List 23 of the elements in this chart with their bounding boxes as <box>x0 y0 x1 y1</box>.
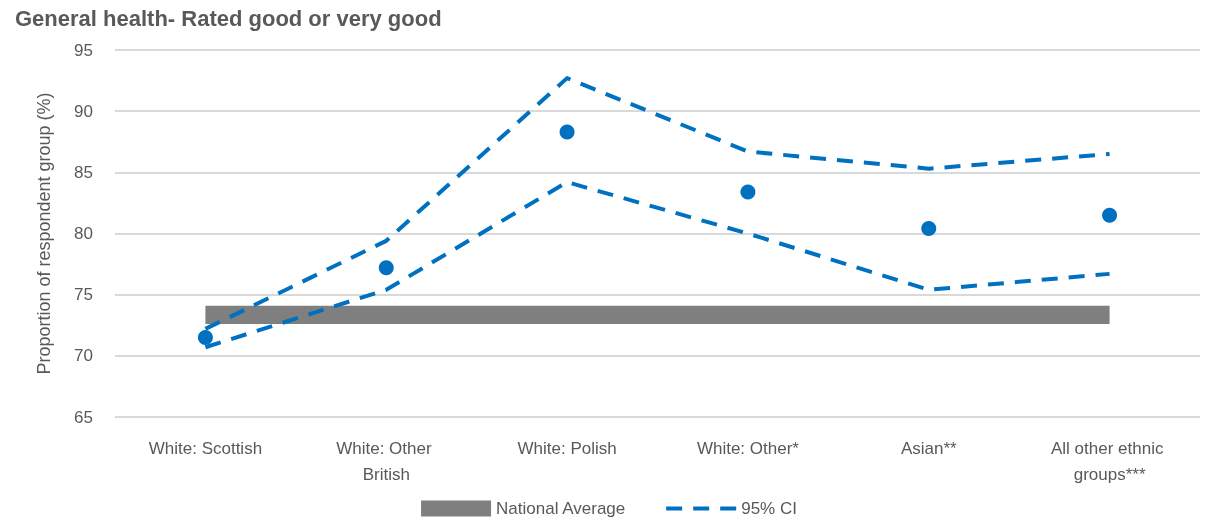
y-axis-title: Proportion of respondent group (%) <box>34 92 54 375</box>
point <box>197 329 213 345</box>
x-tick-label: White: Other* <box>696 438 800 458</box>
legend-label: 95% CI <box>741 499 797 518</box>
point <box>1102 207 1118 223</box>
y-tick-label: 80 <box>74 224 93 243</box>
x-tick-label: White: Polish <box>517 438 617 458</box>
x-tick-label: All other ethnic groups*** <box>1050 438 1169 484</box>
point <box>921 221 937 237</box>
y-tick-label: 85 <box>74 162 93 182</box>
point <box>559 124 575 140</box>
point <box>740 184 756 200</box>
x-tick-label: White: Other British <box>336 438 437 484</box>
chart-title: General health- Rated good or very good <box>15 5 442 31</box>
y-tick-label: 75 <box>74 285 93 305</box>
y-tick-label: 70 <box>74 346 93 366</box>
legend-label: National Average <box>496 499 626 518</box>
y-tick-label: 65 <box>74 407 93 427</box>
x-tick-label: White: Scottish <box>148 438 263 458</box>
x-tick-label: Asian** <box>900 438 958 458</box>
point <box>378 260 394 276</box>
y-tick-label: 95 <box>74 40 93 60</box>
y-tick-label: 90 <box>74 101 93 121</box>
